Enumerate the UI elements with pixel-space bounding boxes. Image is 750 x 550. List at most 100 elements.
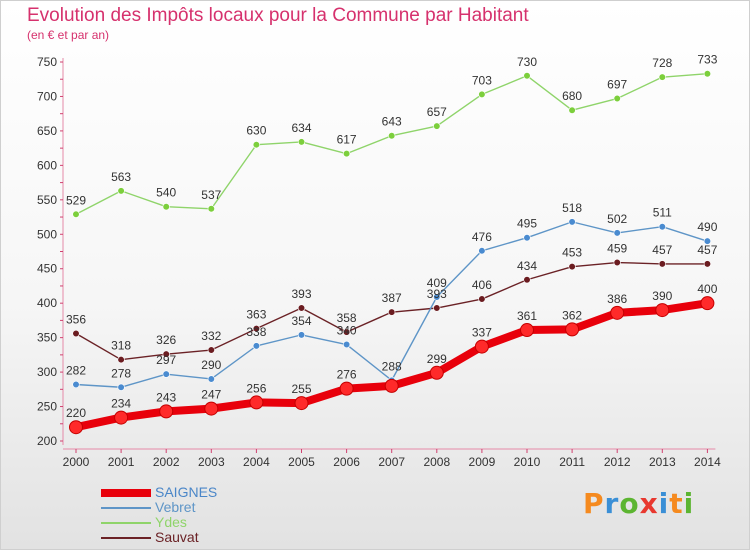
data-label: 495 — [517, 217, 537, 231]
y-tick-label: 500 — [37, 227, 57, 241]
y-tick-label: 450 — [37, 262, 57, 276]
data-point — [162, 203, 170, 211]
x-tick-label: 2008 — [423, 455, 450, 469]
logo-letter: r — [604, 487, 620, 520]
data-point — [117, 356, 125, 364]
data-point — [117, 383, 125, 391]
data-point — [658, 260, 666, 268]
series-saignes — [69, 296, 715, 435]
data-point — [114, 410, 129, 425]
legend-label: Ydes — [155, 514, 187, 530]
data-label: 630 — [246, 124, 266, 138]
proxiti-logo: Proxiti — [583, 487, 694, 520]
legend: SAIGNES Vebret Ydes Sauvat — [101, 485, 217, 545]
data-label: 406 — [472, 278, 492, 292]
data-label: 490 — [697, 220, 717, 234]
y-tick-label: 200 — [37, 434, 57, 448]
data-label: 318 — [111, 339, 131, 353]
y-tick-label: 700 — [37, 89, 57, 103]
data-label: 256 — [246, 381, 266, 395]
data-point — [294, 396, 309, 411]
data-point — [565, 322, 580, 337]
series-ydes — [72, 70, 712, 218]
x-tick-label: 2000 — [63, 455, 90, 469]
data-label: 356 — [66, 313, 86, 327]
series-vebret — [72, 218, 712, 391]
data-point — [388, 308, 396, 316]
data-point — [343, 150, 351, 158]
data-point — [433, 304, 441, 312]
chart-subtitle: (en € et par an) — [27, 28, 110, 42]
data-point — [703, 237, 712, 245]
x-tick-label: 2001 — [108, 455, 135, 469]
data-label: 288 — [382, 359, 402, 373]
data-point — [252, 141, 260, 149]
y-tick-label: 350 — [37, 331, 57, 345]
data-point — [162, 350, 170, 358]
data-point — [613, 94, 621, 103]
data-point — [703, 70, 712, 78]
y-tick-label: 550 — [37, 193, 57, 207]
data-label: 434 — [517, 259, 537, 273]
data-label: 457 — [697, 243, 717, 257]
data-label: 278 — [111, 366, 131, 380]
data-point — [610, 305, 625, 320]
data-label: 276 — [337, 368, 357, 382]
data-label: 255 — [291, 382, 311, 396]
data-point — [613, 229, 621, 237]
data-label: 299 — [427, 352, 447, 366]
chart-title: Evolution des Impôts locaux pour la Comm… — [27, 5, 529, 26]
data-label: 361 — [517, 309, 537, 323]
data-label: 332 — [201, 329, 221, 343]
data-point — [72, 329, 80, 338]
logo-letter: i — [683, 487, 695, 520]
legend-label: SAIGNES — [155, 484, 218, 500]
data-point — [478, 90, 486, 98]
data-point — [523, 72, 531, 80]
data-label: 728 — [652, 56, 672, 70]
data-label: 387 — [382, 291, 402, 305]
data-label: 563 — [111, 170, 131, 184]
data-point — [207, 346, 215, 354]
data-label: 337 — [472, 326, 492, 340]
data-point — [429, 365, 444, 380]
data-label: 362 — [562, 308, 582, 322]
data-point — [204, 401, 219, 416]
data-point — [343, 340, 351, 349]
data-label: 290 — [201, 358, 221, 372]
data-point — [658, 73, 666, 81]
y-tick-label: 400 — [37, 296, 57, 310]
data-label: 409 — [427, 276, 447, 290]
y-tick-label: 650 — [37, 124, 57, 138]
data-label: 340 — [337, 324, 357, 338]
data-point — [162, 370, 170, 378]
x-tick-label: 2009 — [469, 455, 496, 469]
logo-letter: t — [669, 487, 684, 520]
legend-item-vebret: Vebret — [101, 500, 217, 515]
logo-letter: i — [658, 487, 670, 520]
data-label: 363 — [246, 308, 266, 322]
x-tick-label: 2007 — [378, 455, 405, 469]
x-tick-label: 2011 — [559, 455, 585, 469]
data-point — [297, 331, 306, 339]
data-point — [159, 404, 174, 419]
data-label: 657 — [427, 105, 447, 119]
x-tick-label: 2010 — [514, 455, 541, 469]
data-label: 453 — [562, 246, 582, 260]
data-point — [343, 328, 351, 336]
data-point — [207, 375, 215, 383]
x-tick-label: 2014 — [694, 455, 721, 469]
data-label: 326 — [156, 333, 176, 347]
legend-label: Sauvat — [155, 529, 199, 545]
data-label: 234 — [111, 397, 131, 411]
data-label: 220 — [66, 406, 86, 420]
data-point — [207, 205, 215, 213]
data-point — [117, 187, 125, 195]
logo-letter: P — [583, 487, 605, 520]
data-label: 457 — [652, 243, 672, 257]
data-label: 617 — [337, 133, 357, 147]
data-point — [613, 258, 621, 267]
data-label: 697 — [607, 78, 627, 92]
data-point — [568, 263, 576, 271]
